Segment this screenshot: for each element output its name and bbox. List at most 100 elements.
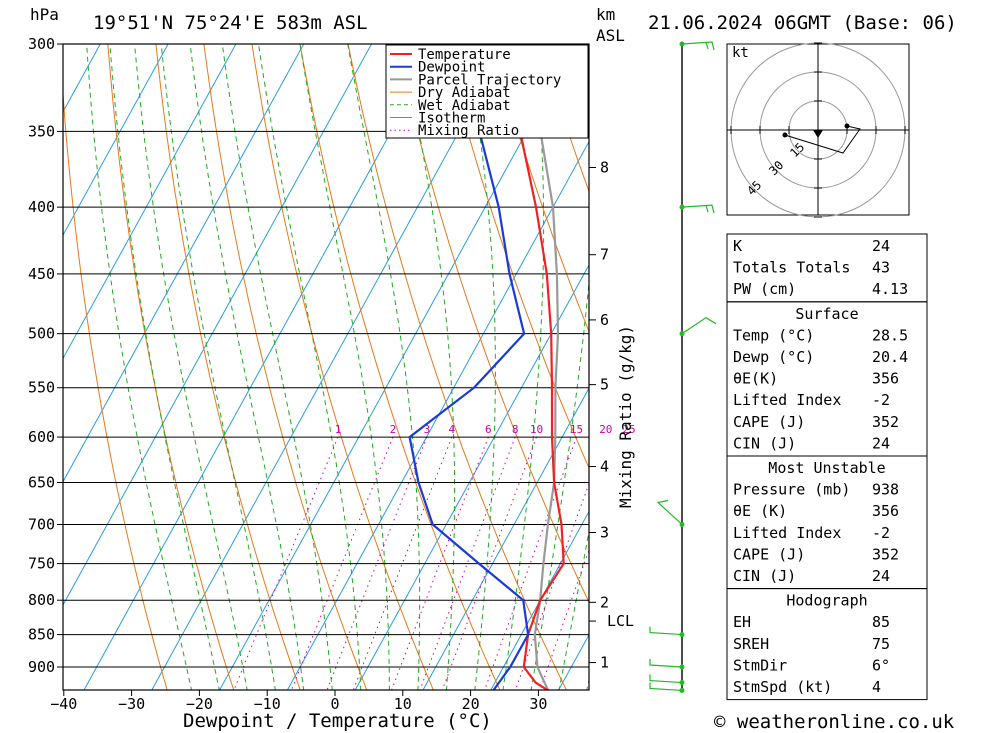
index-name: Dewp (°C) <box>733 348 814 366</box>
y-tick-label: 650 <box>28 473 55 491</box>
y-tick-label: 550 <box>28 379 55 397</box>
index-name: SREH <box>733 635 769 653</box>
index-name: EH <box>733 613 751 631</box>
wet-adiabat-line <box>86 44 193 690</box>
y-tick-label: 700 <box>28 515 55 533</box>
asl-unit-label: ASL <box>596 26 625 45</box>
y-tick-label: 900 <box>28 658 55 676</box>
storm-motion-marker <box>813 130 823 138</box>
mixing-ratio-label: 15 <box>570 423 583 436</box>
index-value: 85 <box>872 613 890 631</box>
legend-box <box>385 44 589 139</box>
index-name: Lifted Index <box>733 524 841 542</box>
x-axis-ticks: −40 −30 −20 −10 0 10 20 30 <box>50 690 547 713</box>
hodograph-point <box>844 123 850 129</box>
index-value: 938 <box>872 481 899 499</box>
index-name: CAPE (J) <box>733 413 805 431</box>
mixing-ratio-label: 6 <box>485 423 492 436</box>
mixing-ratio-line <box>233 436 339 690</box>
index-value: 4 <box>872 678 881 696</box>
index-value: 75 <box>872 635 890 653</box>
x-tick-label: −10 <box>254 695 281 713</box>
wind-barb <box>649 682 683 692</box>
mixing-ratio-label: 25 <box>622 423 635 436</box>
dry-adiabat-line <box>299 44 501 690</box>
x-tick-label: 30 <box>529 695 547 713</box>
wet-adiabat-line <box>465 44 496 690</box>
y-tick-label: 450 <box>28 265 55 283</box>
wet-adiabat-line <box>347 44 421 690</box>
wind-barb <box>649 674 683 684</box>
wind-barb <box>681 204 715 214</box>
mixing-ratio-line <box>484 436 577 690</box>
dry-adiabat-line <box>491 44 589 333</box>
wind-barb <box>681 41 715 51</box>
wind-barb-shaft <box>649 682 683 692</box>
dry-adiabat-line <box>443 44 589 470</box>
km-tick-label: 2 <box>600 593 609 611</box>
indices-table: K 24 Totals Totals 43 PW (cm) 4.13 Surface Temp… <box>726 233 928 701</box>
wind-barb-shaft <box>649 674 683 684</box>
index-value: 43 <box>872 259 890 277</box>
index-name: CIN (J) <box>733 567 796 585</box>
isotherm-line <box>286 140 589 690</box>
mixing-ratio-line <box>352 436 453 690</box>
mixing-ratio-line <box>290 436 394 690</box>
wind-barb-shaft <box>681 316 717 335</box>
mixing-ratio-labels: 1 2 3 4 6 8 10 15 20 25 <box>335 423 636 436</box>
wind-barb <box>656 499 683 525</box>
mixing-ratio-axis-label: Mixing Ratio (g/kg) <box>616 325 635 508</box>
y-tick-label: 300 <box>28 35 55 53</box>
km-tick-label: 5 <box>600 376 609 394</box>
legend-entry: Dry Adiabat <box>418 85 511 101</box>
wet-adiabat-line <box>160 44 276 690</box>
hpa-unit-label: hPa <box>30 5 59 24</box>
wind-barb-shaft <box>681 204 715 214</box>
dry-adiabat-line <box>347 44 568 690</box>
legend-entry: Mixing Ratio <box>418 123 519 139</box>
index-name: Totals Totals <box>733 259 850 277</box>
isotherm-line <box>354 263 589 690</box>
dry-adiabat-line <box>395 44 589 604</box>
y-axis-ticks: 300 350 400 450 500 550 600 650 700 750 800 850 900 <box>28 35 63 676</box>
index-name: StmDir <box>733 656 787 674</box>
index-value: 24 <box>872 567 890 585</box>
y-tick-label: 400 <box>28 198 55 216</box>
legend-entry: Wet Adiabat <box>418 98 511 114</box>
hodograph-section-box <box>726 588 928 701</box>
wet-adiabat-line <box>299 44 390 690</box>
dry-adiabat-line <box>925 44 1000 698</box>
wet-adiabat-line <box>189 44 305 690</box>
x-tick-label: 0 <box>330 695 339 713</box>
isotherm-line <box>219 44 576 690</box>
x-tick-label: −40 <box>50 695 77 713</box>
hodograph-unit: kt <box>732 45 749 61</box>
index-value: -2 <box>872 524 890 542</box>
legend-entry: Dewpoint <box>418 60 485 76</box>
mixing-ratio-label: 4 <box>449 423 456 436</box>
isotherm-line <box>63 44 305 483</box>
background-lines <box>63 44 1000 698</box>
index-value: 24 <box>872 434 890 452</box>
dry-adiabat-line <box>203 44 368 690</box>
x-tick-label: −20 <box>186 695 213 713</box>
wind-barb-column <box>649 41 717 693</box>
y-tick-label: 600 <box>28 428 55 446</box>
wind-barb <box>649 659 683 668</box>
wind-barb-shaft <box>649 626 683 636</box>
dry-adiabat-line <box>251 44 434 690</box>
km-tick-label: 8 <box>600 159 609 177</box>
wind-barb-shaft <box>649 659 683 668</box>
dry-adiabat-line <box>107 44 235 690</box>
index-name: Pressure (mb) <box>733 481 850 499</box>
index-value: -2 <box>872 391 890 409</box>
y-tick-label: 500 <box>28 325 55 343</box>
hodograph-section-title: Hodograph <box>786 592 867 610</box>
temperature-series <box>499 44 565 690</box>
isotherm-line <box>422 387 589 690</box>
x-tick-label: 10 <box>394 695 412 713</box>
index-value: 24 <box>872 237 890 255</box>
